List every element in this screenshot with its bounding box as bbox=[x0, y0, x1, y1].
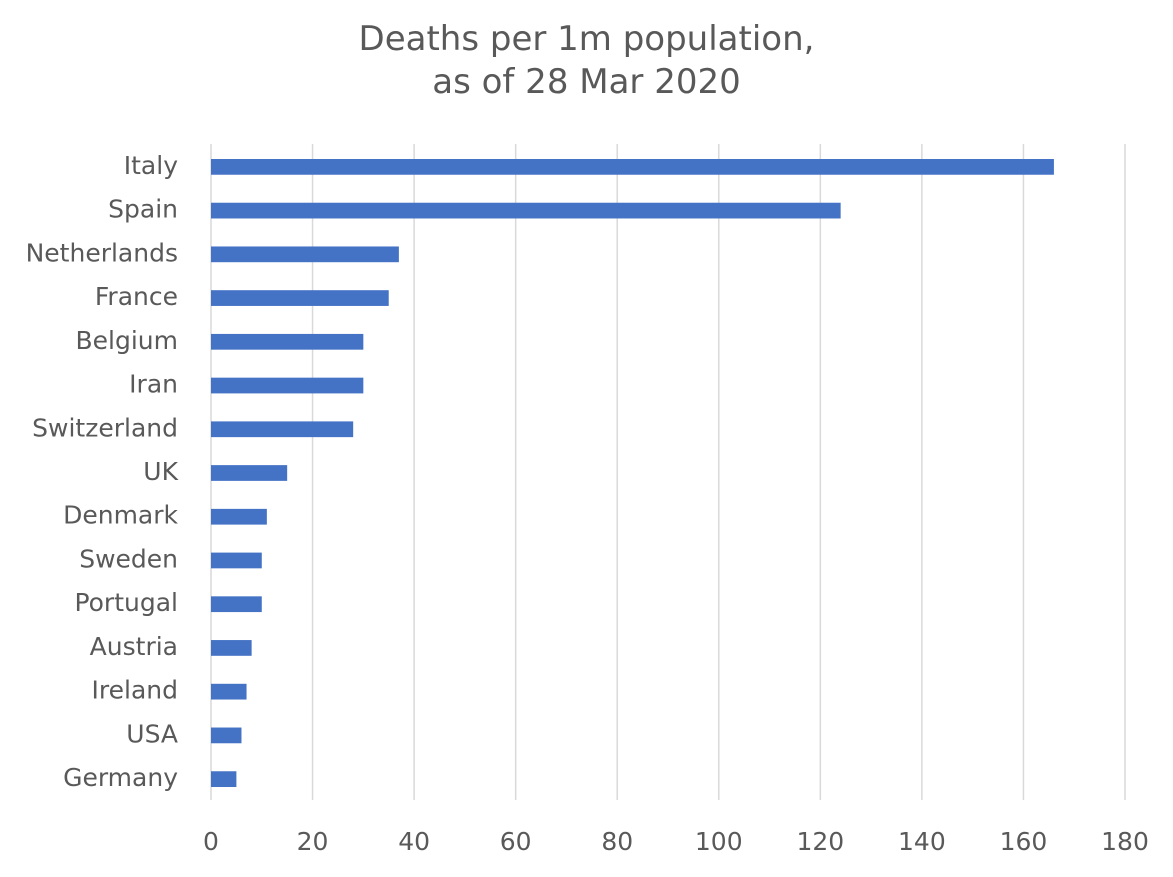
category-label-portugal: Portugal bbox=[74, 588, 178, 617]
chart-title-line-1: Deaths per 1m population, bbox=[358, 19, 815, 59]
category-label-netherlands: Netherlands bbox=[26, 238, 178, 267]
bar-switzerland bbox=[211, 421, 354, 438]
bar-ireland bbox=[211, 683, 247, 700]
bar-spain bbox=[211, 202, 841, 219]
bar-italy bbox=[211, 158, 1054, 175]
category-label-belgium: Belgium bbox=[76, 326, 179, 355]
x-tick-label-120: 120 bbox=[796, 827, 844, 856]
x-tick-label-140: 140 bbox=[898, 827, 946, 856]
x-tick-labels: 0 20 40 60 80 100 120 140 160 180 bbox=[203, 827, 1149, 856]
category-label-usa: USA bbox=[126, 719, 178, 748]
x-tick-label-80: 80 bbox=[601, 827, 633, 856]
category-label-uk: UK bbox=[143, 457, 178, 486]
bar-france bbox=[211, 290, 389, 306]
category-label-austria: Austria bbox=[90, 632, 178, 661]
category-labels: Italy Spain Netherlands France Belgium Iran Sw… bbox=[26, 151, 179, 792]
bar-belgium bbox=[211, 333, 364, 350]
bar-austria bbox=[211, 640, 252, 656]
bars bbox=[211, 158, 1054, 788]
category-label-switzerland: Switzerland bbox=[32, 413, 178, 442]
x-tick-label-180: 180 bbox=[1101, 827, 1149, 856]
chart-title-line-2: as of 28 Mar 2020 bbox=[432, 62, 741, 102]
bar-usa bbox=[211, 727, 242, 744]
x-tick-label-0: 0 bbox=[203, 827, 219, 856]
category-label-germany: Germany bbox=[63, 763, 178, 792]
category-label-sweden: Sweden bbox=[79, 544, 178, 573]
x-tick-label-160: 160 bbox=[1000, 827, 1048, 856]
bar-netherlands bbox=[211, 246, 399, 263]
chart-title: Deaths per 1m population, as of 28 Mar 2… bbox=[0, 18, 1173, 104]
category-label-france: France bbox=[95, 282, 178, 311]
bar-sweden bbox=[211, 552, 262, 569]
category-label-denmark: Denmark bbox=[63, 501, 178, 530]
category-label-ireland: Ireland bbox=[92, 676, 178, 705]
bar-denmark bbox=[211, 508, 267, 525]
bar-iran bbox=[211, 377, 364, 394]
x-tick-label-20: 20 bbox=[297, 827, 329, 856]
category-label-italy: Italy bbox=[124, 151, 178, 180]
bar-portugal bbox=[211, 596, 262, 613]
x-tick-label-100: 100 bbox=[695, 827, 743, 856]
category-label-iran: Iran bbox=[129, 370, 178, 399]
bar-germany bbox=[211, 771, 237, 788]
bar-uk bbox=[211, 465, 288, 481]
x-tick-label-60: 60 bbox=[500, 827, 532, 856]
x-tick-label-40: 40 bbox=[398, 827, 430, 856]
gridlines bbox=[210, 144, 1126, 800]
category-label-spain: Spain bbox=[108, 195, 178, 224]
